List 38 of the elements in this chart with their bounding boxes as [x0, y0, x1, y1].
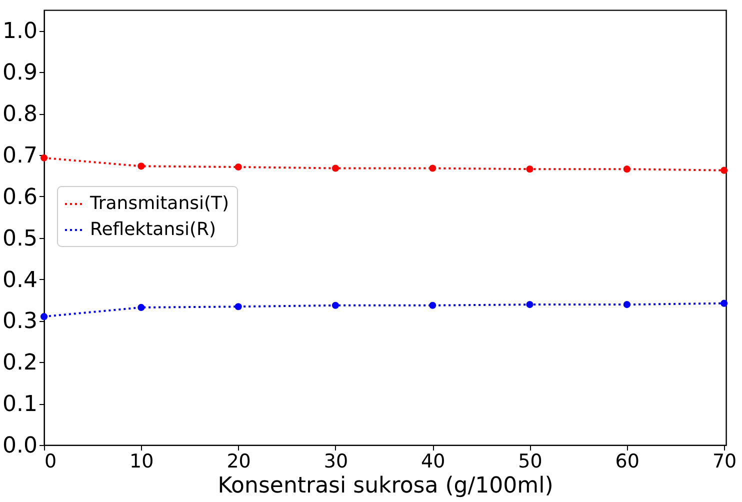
point [429, 302, 436, 309]
point [332, 164, 339, 172]
x-tick-label: 50 [518, 450, 542, 472]
point [720, 300, 728, 307]
y-tick-label: 0.5 [2, 226, 38, 252]
legend-label: Reflektansi(R) [90, 219, 216, 240]
x-tick-label: 70 [712, 450, 737, 472]
y-tick-label: 0.7 [2, 144, 38, 168]
point [234, 163, 242, 171]
x-tick-label: 0 [44, 450, 57, 472]
point [623, 166, 630, 173]
point [623, 301, 630, 308]
point [40, 313, 48, 320]
y-tick-label: 1.0 [2, 19, 38, 44]
y-tick-label: 0.1 [2, 392, 38, 418]
point [429, 164, 436, 172]
x-tick-label: 30 [324, 450, 348, 472]
point [40, 154, 48, 162]
point [234, 303, 242, 310]
y-tick-label: 0.4 [2, 268, 38, 293]
x-axis-title: Konsentrasi sukrosa (g/100ml) [218, 474, 554, 498]
y-tick-label: 0.3 [2, 309, 38, 334]
y-tick-label: 0.8 [2, 102, 38, 128]
y-tick-label: 0.6 [2, 184, 38, 210]
point [138, 162, 145, 170]
x-tick-label: 10 [130, 450, 154, 472]
x-tick-label: 60 [615, 450, 640, 472]
point [332, 302, 339, 309]
point [720, 166, 728, 174]
x-tick-label: 40 [421, 450, 446, 472]
x-tick-label: 20 [226, 450, 251, 472]
y-tick-label: 0.2 [2, 350, 38, 376]
y-tick-label: 0.9 [2, 60, 38, 86]
y-tick-label: 0.0 [2, 434, 38, 458]
legend-label: Transmitansi(T) [89, 193, 230, 214]
point [526, 301, 534, 308]
point [526, 166, 534, 173]
point [138, 304, 145, 311]
